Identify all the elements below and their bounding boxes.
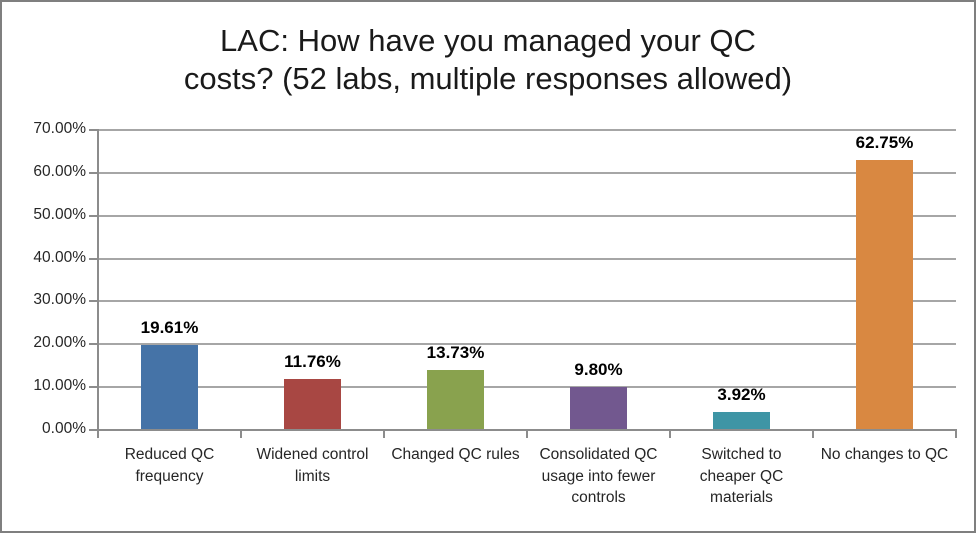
- plot-area: 19.61% 11.76% 13.73% 9.80% 3.92% 62.75%: [89, 129, 957, 438]
- category-label: Reduced QC frequency: [124, 446, 215, 485]
- y-axis-tick-label: 0.00%: [42, 420, 86, 437]
- y-axis-tick: [89, 129, 97, 131]
- y-axis-tick: [89, 215, 97, 217]
- y-axis-line: [97, 129, 99, 438]
- gridline: [98, 300, 956, 302]
- gridline: [98, 129, 956, 131]
- y-axis-tick-label: 70.00%: [33, 120, 86, 137]
- x-axis-tick: [383, 429, 385, 438]
- bar-value-label: 11.76%: [284, 351, 341, 371]
- bar: [427, 370, 484, 429]
- bar: [570, 387, 627, 429]
- y-axis-tick: [89, 343, 97, 345]
- y-axis-tick: [89, 172, 97, 174]
- x-axis-tick: [955, 429, 957, 438]
- y-axis-tick-label: 50.00%: [33, 206, 86, 223]
- category-label: Switched to cheaper QC materials: [699, 446, 784, 506]
- x-axis-tick: [526, 429, 528, 438]
- y-axis-tick-label: 10.00%: [33, 377, 86, 394]
- y-axis-tick-label: 30.00%: [33, 291, 86, 308]
- x-axis-tick: [812, 429, 814, 438]
- bar: [141, 344, 198, 429]
- bar-value-label: 19.61%: [140, 317, 199, 337]
- chart-title-line-1: LAC: How have you managed your QC: [220, 23, 756, 58]
- bar-value-label: 3.92%: [717, 385, 766, 405]
- y-axis-tick-label: 20.00%: [33, 334, 86, 351]
- y-axis-tick: [89, 386, 97, 388]
- x-axis-tick: [240, 429, 242, 438]
- category-label: Changed QC rules: [391, 446, 520, 463]
- y-axis-tick-label: 60.00%: [33, 163, 86, 180]
- gridline: [98, 258, 956, 260]
- gridline: [98, 343, 956, 345]
- bar: [856, 160, 913, 429]
- bar-value-label: 13.73%: [426, 343, 485, 363]
- gridline: [98, 386, 956, 388]
- gridline: [98, 172, 956, 174]
- category-label: Widened control limits: [256, 446, 369, 485]
- chart-title: LAC: How have you managed your QC costs?…: [2, 22, 974, 98]
- bar: [284, 378, 341, 429]
- x-axis-tick: [669, 429, 671, 438]
- bar-value-label: 62.75%: [855, 133, 914, 153]
- y-axis-tick: [89, 429, 97, 431]
- chart-title-line-2: costs? (52 labs, multiple responses allo…: [183, 61, 793, 96]
- x-axis-labels: Reduced QC frequency Widened control limi…: [98, 444, 956, 509]
- y-axis-tick: [89, 258, 97, 260]
- bar: [713, 412, 770, 429]
- category-label: No changes to QC: [820, 446, 949, 463]
- y-axis-tick-label: 40.00%: [33, 249, 86, 266]
- bar-value-label: 9.80%: [574, 360, 623, 379]
- category-label: Consolidated QC usage into fewer control…: [539, 446, 658, 506]
- y-axis: 70.00% 60.00% 50.00% 40.00% 30.00% 20.00% 10.0…: [2, 120, 86, 437]
- gridline: [98, 215, 956, 217]
- y-axis-tick: [89, 300, 97, 302]
